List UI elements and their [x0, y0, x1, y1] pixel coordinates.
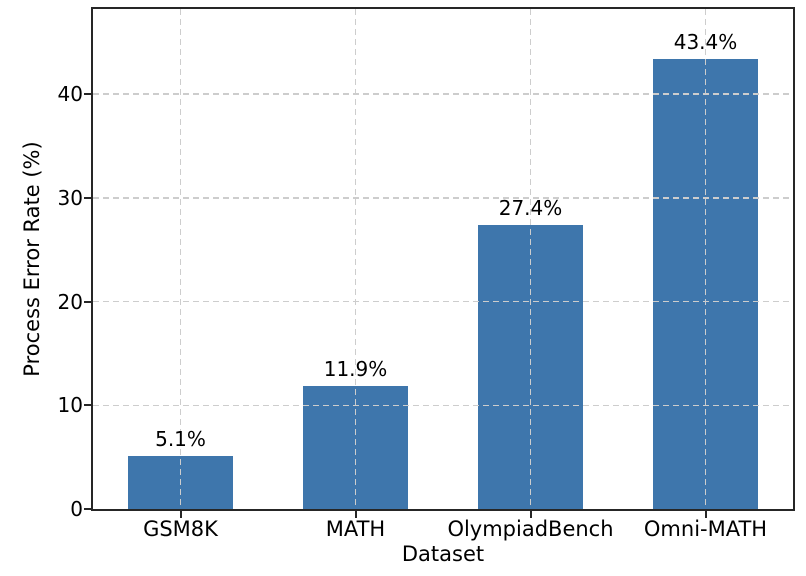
gridline-vertical: [179, 9, 182, 509]
x-tick-mark: [354, 511, 357, 518]
gridline-horizontal: [93, 93, 793, 95]
bar-value-label: 11.9%: [323, 356, 388, 381]
y-tick-mark: [84, 300, 91, 303]
y-tick-label: 0: [70, 497, 83, 521]
bar-value-label: 5.1%: [155, 427, 206, 452]
x-tick-label: Omni-MATH: [643, 517, 768, 541]
x-axis-label: Dataset: [401, 542, 485, 566]
gridline-horizontal: [93, 300, 793, 303]
y-tick-mark: [84, 508, 91, 510]
y-tick-label: 20: [57, 289, 83, 314]
gridline-vertical: [704, 9, 707, 509]
x-tick-label: GSM8K: [143, 517, 218, 541]
grid-layer: [93, 9, 793, 509]
x-tick-label: OlympiadBench: [447, 517, 614, 541]
y-axis-label: Process Error Rate (%): [20, 141, 44, 377]
gridline-horizontal: [93, 197, 793, 199]
gridline-vertical: [354, 9, 357, 509]
bar-value-label: 43.4%: [673, 29, 738, 54]
y-tick-mark: [84, 93, 91, 96]
y-tick-label: 30: [57, 185, 83, 210]
x-tick-mark: [704, 511, 707, 518]
x-tick-mark: [179, 511, 182, 518]
x-tick-mark: [529, 511, 532, 518]
y-tick-mark: [84, 196, 91, 199]
y-tick-label: 40: [57, 82, 83, 107]
gridline-horizontal: [93, 404, 793, 406]
bar-value-label: 27.4%: [498, 195, 563, 220]
y-tick-label: 10: [57, 393, 83, 418]
y-tick-mark: [84, 404, 91, 407]
x-tick-label: MATH: [325, 517, 386, 541]
gridline-vertical: [529, 9, 532, 509]
plot-area: 5.1% 11.9% 27.4% 43.4%: [93, 9, 793, 509]
annotations-layer: 5.1% 11.9% 27.4% 43.4%: [93, 9, 793, 509]
